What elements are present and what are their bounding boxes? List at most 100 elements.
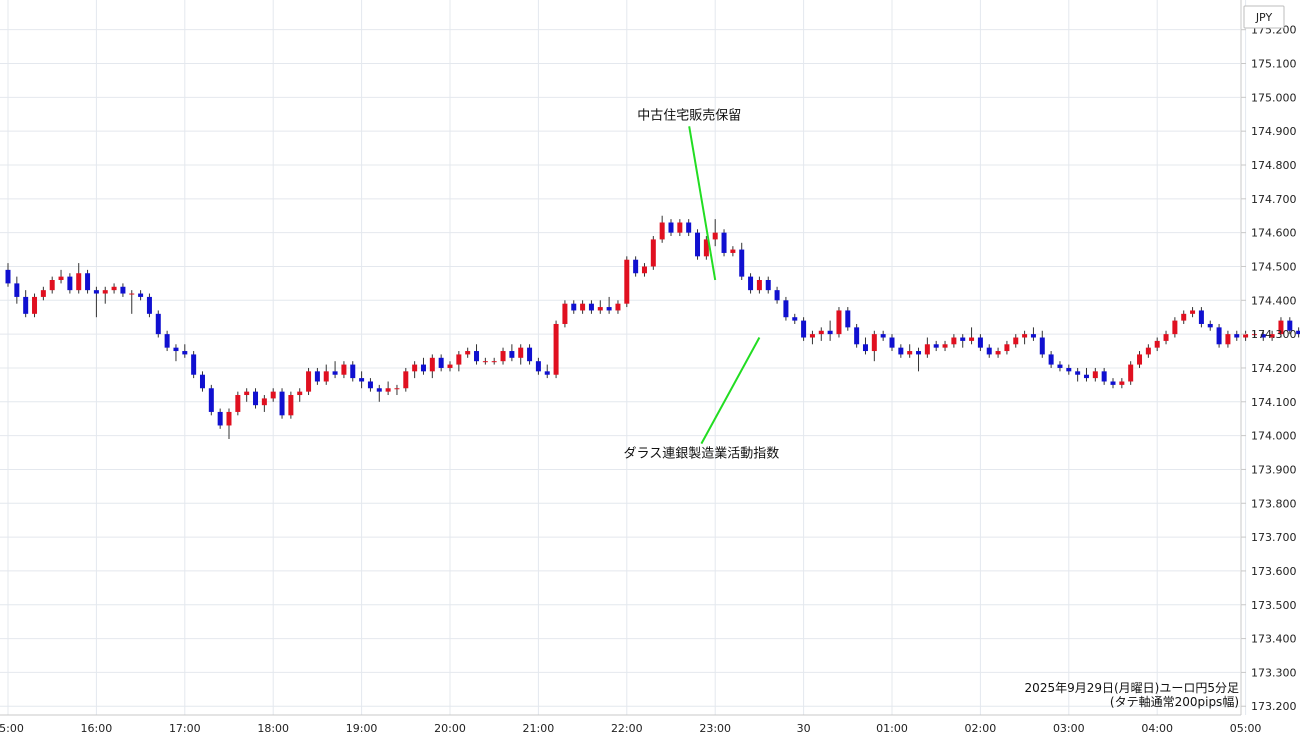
- candle-body-down: [588, 303, 594, 311]
- candle: [951, 334, 957, 348]
- candle-body-up: [306, 371, 312, 392]
- candle: [1101, 367, 1107, 385]
- candle-body-up: [500, 351, 506, 362]
- candle-body-up: [1163, 334, 1169, 341]
- candle-body-down: [208, 388, 214, 412]
- candle-body-up: [580, 303, 586, 311]
- candle-body-up: [553, 323, 559, 375]
- candle-body-up: [712, 232, 718, 240]
- candle-body-down: [933, 344, 939, 348]
- candle: [1251, 330, 1257, 338]
- candle-body-down: [571, 303, 577, 311]
- price-tick-label: 174.400: [1251, 294, 1297, 307]
- candle-body-up: [624, 259, 630, 304]
- price-tick-label: 174.700: [1251, 193, 1297, 206]
- candle-body-down: [1039, 337, 1045, 355]
- candle-body-up: [288, 395, 294, 416]
- time-tick-label: 23:00: [699, 722, 731, 735]
- time-axis-labels: 15:00 16:00 17:00 18:00 19:00 20:00 21:00 22:00…: [0, 722, 1261, 735]
- candle-body-up: [1128, 364, 1134, 382]
- candle: [93, 286, 99, 318]
- candle: [1004, 340, 1010, 355]
- candle-body-down: [1110, 381, 1116, 385]
- candle: [1216, 323, 1222, 348]
- candle: [297, 388, 303, 402]
- candle: [1296, 327, 1300, 338]
- candle-body-down: [898, 347, 904, 355]
- candle-body-up: [1137, 354, 1143, 365]
- candle-body-down: [14, 283, 20, 297]
- candle: [1066, 364, 1072, 375]
- candle-body-up: [995, 351, 1001, 355]
- candle-body-down: [544, 371, 550, 375]
- candle-body-up: [907, 351, 913, 355]
- candle: [792, 313, 798, 324]
- candle-body-down: [721, 232, 727, 253]
- candle-body-up: [1243, 334, 1249, 338]
- candle-body-down: [199, 374, 205, 389]
- candle-body-up: [482, 361, 488, 363]
- candle-body-up: [703, 239, 709, 257]
- candle: [606, 296, 612, 314]
- price-tick-label: 175.000: [1251, 91, 1297, 104]
- candle: [1278, 317, 1284, 338]
- candle: [1190, 307, 1196, 318]
- time-tick-label: 22:00: [611, 722, 643, 735]
- candle: [332, 361, 338, 379]
- candle: [1119, 378, 1125, 389]
- time-tick-label: 04:00: [1141, 722, 1173, 735]
- candle: [465, 347, 471, 358]
- candle: [306, 367, 312, 396]
- candle-body-up: [1092, 371, 1098, 379]
- candle: [633, 256, 639, 277]
- candle: [23, 290, 29, 318]
- price-tick-label: 175.100: [1251, 58, 1297, 71]
- candle: [456, 351, 462, 372]
- candle: [191, 351, 197, 379]
- candle: [323, 364, 329, 385]
- candle-body-up: [447, 364, 453, 368]
- candle-body-down: [367, 381, 373, 389]
- price-tick-label: 174.000: [1251, 430, 1297, 443]
- candle-body-down: [1101, 371, 1107, 382]
- candle-body-down: [279, 391, 285, 416]
- candle: [977, 334, 983, 352]
- candle: [138, 290, 144, 301]
- time-tick-label: 02:00: [965, 722, 997, 735]
- candle: [1030, 327, 1036, 341]
- time-tick-label: 19:00: [346, 722, 378, 735]
- candle-body-down: [1296, 330, 1300, 335]
- candle-body-down: [1287, 320, 1293, 331]
- candle: [509, 344, 515, 362]
- candle: [447, 361, 453, 372]
- annotation-pointer: [688, 126, 717, 281]
- candle-body-down: [686, 222, 692, 233]
- annotation-label: ダラス連銀製造業活動指数: [624, 446, 780, 462]
- candle: [659, 215, 665, 243]
- candle: [898, 344, 904, 358]
- candle-body-up: [1022, 334, 1028, 338]
- candle: [1243, 330, 1249, 341]
- candle-body-down: [182, 351, 188, 355]
- candle-body-up: [1278, 320, 1284, 335]
- time-tick-label: 30: [797, 722, 811, 735]
- candle: [580, 300, 586, 314]
- candle: [217, 408, 223, 429]
- candle-body-up: [1269, 334, 1275, 338]
- candle: [1207, 320, 1213, 331]
- price-tick-label: 173.400: [1251, 633, 1297, 646]
- candle-body-up: [1225, 334, 1231, 345]
- candle-body-down: [633, 259, 639, 274]
- candle-body-down: [827, 330, 833, 335]
- candle-body-down: [792, 317, 798, 321]
- candle: [588, 300, 594, 314]
- candle-body-down: [748, 276, 754, 291]
- candle-body-down: [1234, 334, 1240, 338]
- candle: [765, 276, 771, 294]
- candle-body-down: [986, 347, 992, 355]
- candle-body-up: [730, 249, 736, 253]
- candle: [199, 371, 205, 392]
- candle-body-up: [244, 391, 250, 396]
- candle: [1083, 367, 1089, 382]
- price-tick-label: 173.900: [1251, 463, 1297, 476]
